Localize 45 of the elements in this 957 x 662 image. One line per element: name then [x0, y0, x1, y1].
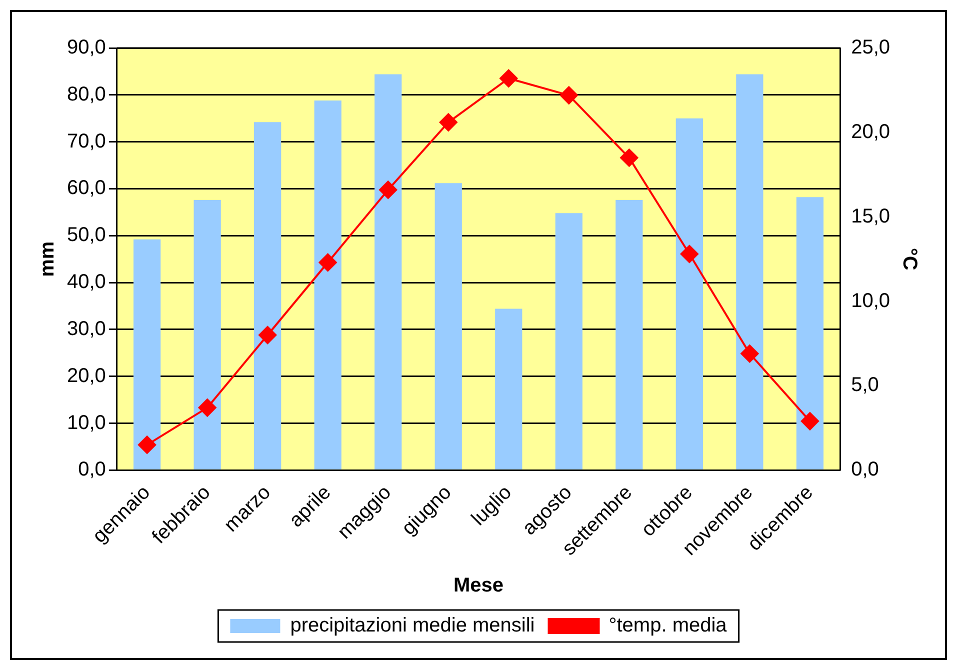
point	[318, 253, 337, 272]
point	[500, 69, 518, 88]
legend-label: precipitazioni medie mensili	[290, 614, 535, 637]
point	[138, 436, 156, 454]
bar	[796, 197, 824, 470]
bar	[134, 239, 161, 470]
y2-tick-label: 5,0	[851, 374, 879, 396]
bar	[616, 200, 643, 470]
legend-label: °temp. media	[608, 614, 728, 637]
bar	[434, 183, 462, 470]
point	[560, 86, 578, 104]
bar	[736, 74, 764, 470]
point	[379, 180, 398, 199]
y2-tick-label: 20,0	[851, 120, 890, 143]
y-tick-label: 80,0	[66, 83, 106, 106]
point	[258, 326, 277, 344]
y-tick-label: 60,0	[66, 177, 106, 200]
y-axis-title: mm	[36, 241, 59, 277]
point	[439, 113, 458, 132]
y-tick-label: 90,0	[66, 36, 106, 59]
y-tick-label: 30,0	[66, 318, 106, 340]
bar	[676, 118, 703, 470]
bar	[254, 122, 282, 470]
point	[198, 398, 216, 417]
x-axis-title: Mese	[453, 574, 504, 597]
y-tick-label: 10,0	[66, 412, 106, 434]
point	[740, 344, 759, 363]
y2-tick-label: 15,0	[851, 205, 890, 228]
bar	[194, 200, 221, 470]
y-tick-label: 40,0	[66, 271, 106, 294]
point	[800, 412, 819, 430]
bar	[495, 308, 522, 470]
y-tick-label: 0,0	[78, 458, 106, 481]
bar	[374, 74, 402, 470]
y2-axis-title: °C	[898, 248, 920, 270]
y2-tick-label: 25,0	[851, 36, 890, 59]
y-tick-label: 20,0	[66, 364, 106, 387]
bar	[555, 213, 582, 470]
y2-tick-label: 10,0	[851, 290, 890, 312]
y2-tick-label: 0,0	[851, 458, 879, 481]
bar	[314, 100, 342, 470]
y-tick-label: 70,0	[66, 130, 106, 152]
point	[680, 245, 698, 264]
point	[620, 148, 638, 167]
y-tick-label: 50,0	[66, 224, 106, 246]
